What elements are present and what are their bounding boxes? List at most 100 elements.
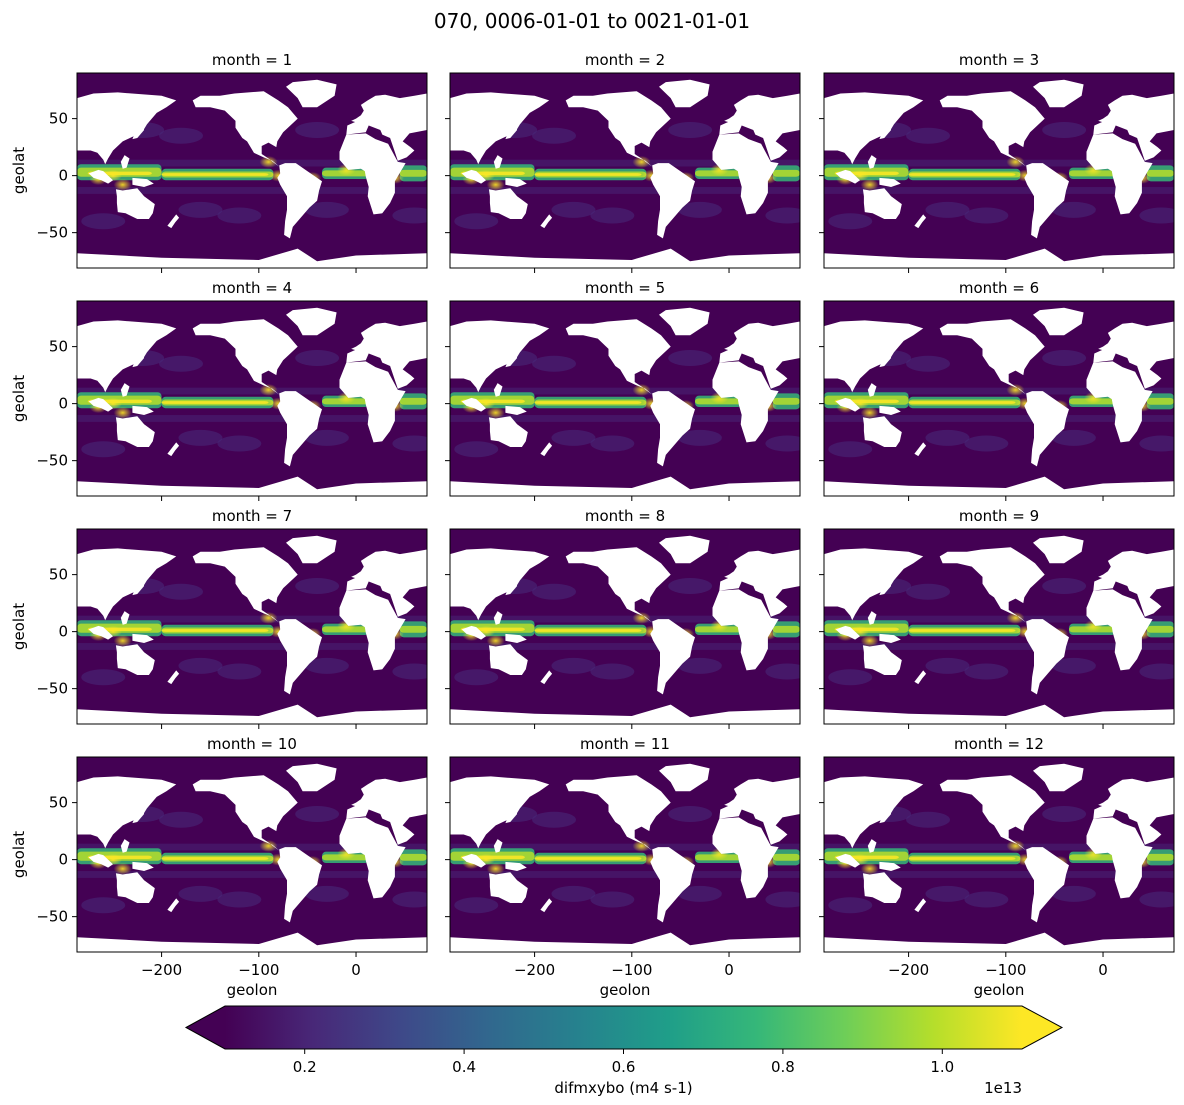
equatorial-band [772, 169, 800, 177]
north-band [824, 615, 1174, 623]
land-mass [115, 644, 155, 675]
equatorial-band [772, 625, 800, 633]
equatorial-band [1146, 169, 1174, 177]
field-patch [906, 811, 951, 828]
land-mass [824, 476, 1174, 496]
colorbar-extend-low [186, 1006, 225, 1049]
equatorial-band [534, 173, 642, 176]
map-field [824, 73, 1174, 268]
south-band [824, 871, 1174, 878]
map-field [77, 301, 427, 496]
land-mass [346, 93, 427, 161]
panel-title: month = 10 [207, 735, 297, 753]
land-mass [493, 383, 503, 397]
panel-title: month = 6 [959, 279, 1039, 297]
north-band [824, 159, 1174, 167]
map-panel: month = 9 [819, 507, 1175, 729]
y-axis-label: geolat [10, 603, 28, 650]
land-mass [77, 92, 177, 165]
land-mass [879, 177, 901, 187]
land-mass [115, 872, 155, 903]
land-mass [493, 611, 503, 625]
land-mass [450, 548, 550, 621]
land-mass [77, 932, 427, 952]
land-mass [450, 776, 550, 849]
map-field [824, 301, 1174, 496]
land-mass [939, 91, 1045, 167]
south-band [77, 643, 427, 650]
field-patch [765, 663, 800, 680]
south-band [450, 415, 800, 422]
land-mass [1093, 777, 1174, 845]
land-mass [505, 808, 518, 824]
field-patch [677, 657, 722, 674]
x-tick-label: −100 [238, 961, 279, 979]
panel-title: month = 7 [212, 507, 292, 525]
land-mass [505, 352, 518, 368]
land-mass [879, 352, 892, 368]
land-mass [824, 704, 1174, 724]
land-mass [1093, 321, 1174, 389]
land-mass [505, 177, 527, 187]
y-axis-label: geolat [10, 831, 28, 878]
y-axis-label: geolat [10, 375, 28, 422]
south-band [824, 187, 1174, 194]
south-band [77, 871, 427, 878]
land-mass [1093, 93, 1174, 161]
land-mass [77, 248, 427, 268]
axes-frame [76, 756, 428, 953]
coastal-highlight [860, 634, 879, 647]
coastal-highlight [259, 611, 278, 624]
x-tick-label: 0 [1098, 961, 1108, 979]
equatorial-band [1146, 625, 1174, 633]
field-patch [1042, 578, 1087, 595]
panel-title: month = 5 [585, 279, 665, 297]
coastal-highlight [632, 839, 651, 852]
y-tick-label: 50 [49, 338, 68, 356]
axes-frame [449, 72, 801, 269]
equatorial-band [908, 857, 1016, 860]
axes-frame [823, 528, 1175, 725]
land-mass [488, 872, 528, 903]
land-mass [120, 839, 130, 853]
land-mass [167, 442, 180, 457]
land-mass [167, 898, 180, 913]
coastal-highlight [259, 155, 278, 168]
land-mass [450, 932, 800, 952]
coastal-highlight [632, 383, 651, 396]
field-patch [551, 885, 596, 902]
field-patch [677, 885, 722, 902]
colorbar-tick-label: 0.4 [452, 1058, 476, 1076]
land-mass [824, 932, 1174, 952]
field-patch [1042, 350, 1087, 367]
land-mass [277, 163, 322, 239]
field-patch [1051, 885, 1096, 902]
field-patch [590, 435, 635, 452]
north-band [77, 615, 427, 623]
map-panel: month = 3 [819, 51, 1175, 273]
land-mass [879, 808, 892, 824]
field-patch [677, 429, 722, 446]
land-mass [346, 777, 427, 845]
map-field [77, 73, 427, 268]
land-mass [450, 704, 800, 724]
equatorial-band [534, 629, 642, 632]
land-mass [650, 391, 695, 467]
land-mass [77, 320, 177, 393]
land-mass [835, 625, 860, 640]
equatorial-band [161, 401, 269, 404]
land-mass [167, 214, 180, 229]
equatorial-band [399, 397, 427, 405]
y-tick-label: 50 [49, 794, 68, 812]
field-patch [304, 429, 349, 446]
coastal-highlight [259, 383, 278, 396]
land-mass [565, 91, 671, 167]
field-patch [532, 583, 577, 600]
field-patch [677, 201, 722, 218]
land-mass [879, 405, 901, 415]
coastal-highlight [113, 862, 132, 875]
land-mass [565, 319, 671, 395]
north-band [450, 159, 800, 167]
land-mass [493, 839, 503, 853]
land-mass [120, 611, 130, 625]
